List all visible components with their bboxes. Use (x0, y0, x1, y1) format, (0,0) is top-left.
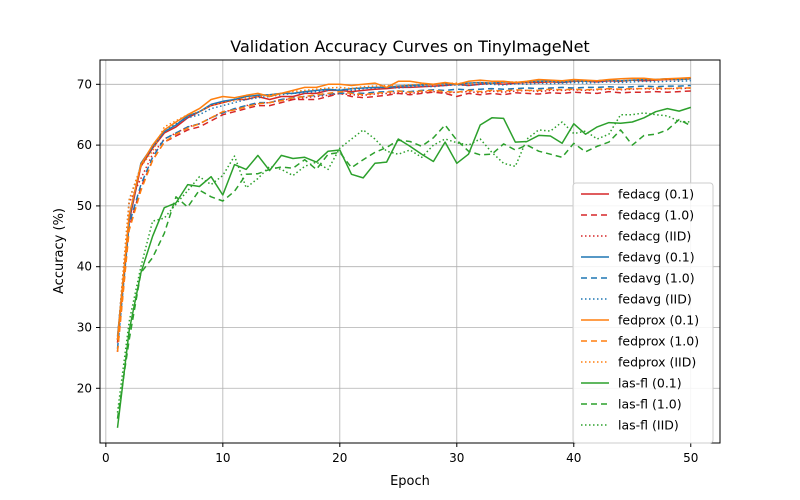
y-tick-label: 30 (77, 320, 92, 334)
legend-entry: fedprox (0.1) (618, 313, 699, 328)
legend-entry: las-fl (0.1) (618, 376, 682, 391)
legend-box (572, 182, 714, 444)
x-tick-label: 50 (683, 451, 698, 465)
x-tick-label: 10 (215, 451, 230, 465)
y-axis-label: Accuracy (%) (52, 208, 67, 294)
y-tick-label: 40 (77, 260, 92, 274)
series-line-fedacg-1-0 (116, 90, 691, 352)
plot-frame (99, 59, 721, 444)
legend-entry: fedacg (IID) (618, 229, 691, 244)
axis-ticks: 0 10 20 30 40 50 20 30 40 50 60 70 (77, 77, 699, 465)
series-line-fedacg-0-1 (116, 78, 691, 343)
x-tick-label: 0 (102, 451, 110, 465)
legend-entry: fedprox (1.0) (618, 334, 699, 349)
y-tick-label: 20 (77, 381, 92, 395)
chart-title: Validation Accuracy Curves on TinyImageN… (230, 37, 589, 56)
series-line-las-fl-iid (116, 112, 691, 413)
series-line-fedprox-1-0 (116, 87, 691, 352)
x-tick-label: 40 (566, 451, 581, 465)
y-tick-label: 60 (77, 138, 92, 152)
legend-entry: fedavg (1.0) (618, 271, 695, 286)
y-tick-label: 50 (77, 199, 92, 213)
legend-entry: fedavg (IID) (618, 292, 692, 307)
legend-entry: las-fl (IID) (618, 418, 679, 433)
legend-entry: fedacg (0.1) (618, 187, 694, 202)
y-tick-label: 70 (77, 77, 92, 91)
legend-entry: fedacg (1.0) (618, 208, 694, 223)
legend: fedacg (0.1) fedacg (1.0) fedacg (IID) feda… (572, 182, 714, 444)
legend-entry: las-fl (1.0) (618, 397, 682, 412)
x-tick-label: 20 (332, 451, 347, 465)
series-line-fedprox-iid (116, 78, 691, 340)
legend-entry: fedavg (0.1) (618, 250, 695, 265)
series-line-fedprox-0-1 (116, 76, 691, 340)
series-line-las-fl-0-1 (116, 106, 692, 428)
series-line-fedavg-iid (116, 79, 691, 340)
series-line-las-fl-1-0 (116, 118, 692, 419)
legend-entry: fedprox (IID) (618, 355, 696, 370)
x-tick-label: 30 (449, 451, 464, 465)
series-lines (116, 76, 692, 428)
x-axis-label: Epoch (390, 474, 430, 489)
